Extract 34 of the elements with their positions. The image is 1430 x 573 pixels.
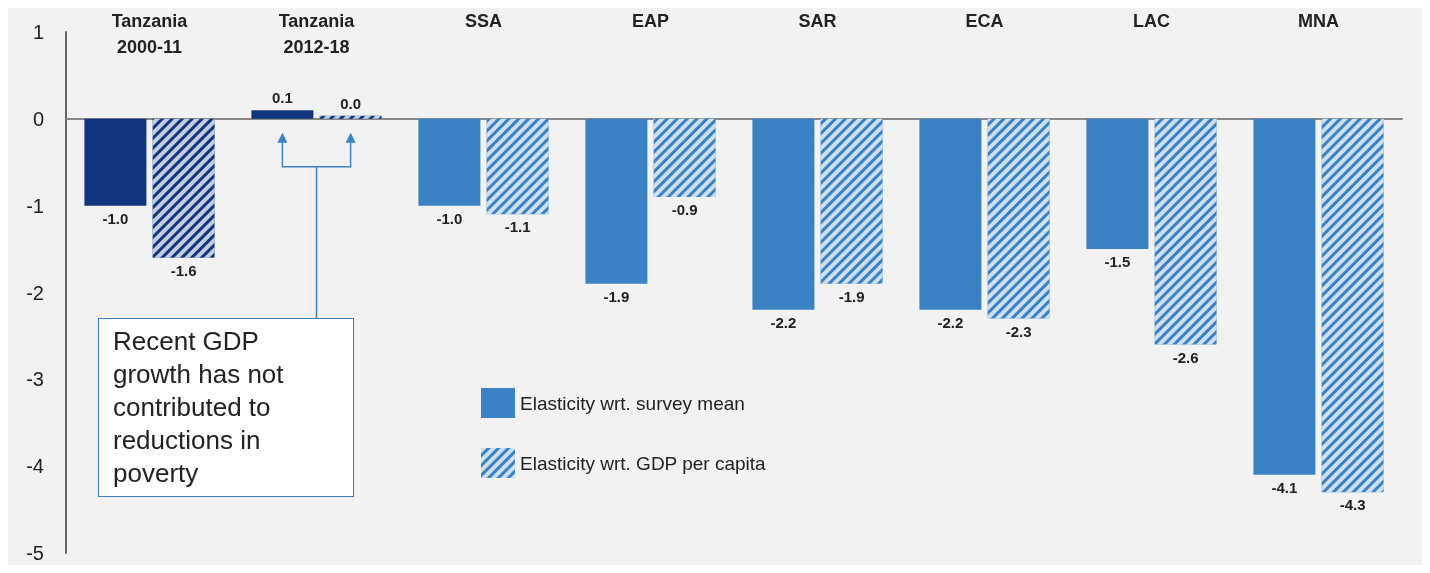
data-label: -1.1: [504, 218, 531, 236]
x-tick-label: EAP: [631, 11, 670, 31]
data-label: -1.0: [102, 209, 129, 227]
data-label: -1.6: [170, 261, 197, 279]
data-label: -2.3: [1005, 322, 1032, 340]
legend-label: Elasticity wrt. GDP per capita: [520, 452, 767, 474]
y-tick-label: -1: [26, 194, 44, 217]
data-label: -4.3: [1339, 496, 1366, 514]
x-tick-label: LAC: [1133, 11, 1170, 31]
data-label: -1.9: [838, 287, 865, 305]
y-tick-label: 1: [32, 21, 44, 43]
x-tick-label: Tanzania 2012-18: [278, 11, 356, 57]
data-label: -4.1: [1271, 478, 1298, 496]
x-tick-label: Tanzania 2000-11: [111, 11, 189, 57]
x-tick-label: SAR: [798, 11, 837, 31]
data-label: -1.9: [603, 287, 630, 305]
y-tick-label: 0: [32, 107, 44, 130]
data-label: -1.0: [436, 209, 463, 227]
legend-label: Elasticity wrt. survey mean: [520, 392, 745, 414]
data-label: -1.5: [1104, 253, 1131, 271]
y-tick-label: -4: [26, 455, 44, 478]
x-tick-label: SSA: [464, 11, 503, 31]
data-label: 0.0: [340, 94, 362, 112]
y-tick-label: -2: [26, 281, 44, 304]
y-tick-label: -3: [26, 368, 44, 391]
x-tick-label: ECA: [965, 11, 1004, 31]
y-tick-label: -5: [26, 542, 44, 564]
data-label: -2.6: [1172, 348, 1199, 366]
data-label: -2.2: [937, 313, 964, 331]
x-tick-label: MNA: [1298, 11, 1339, 31]
data-label: 0.1: [271, 89, 293, 107]
data-label: -0.9: [671, 200, 698, 218]
data-label: -2.2: [770, 313, 797, 331]
callout-box: Recent GDP growth has not contributed to reductions in poverty: [98, 318, 354, 497]
